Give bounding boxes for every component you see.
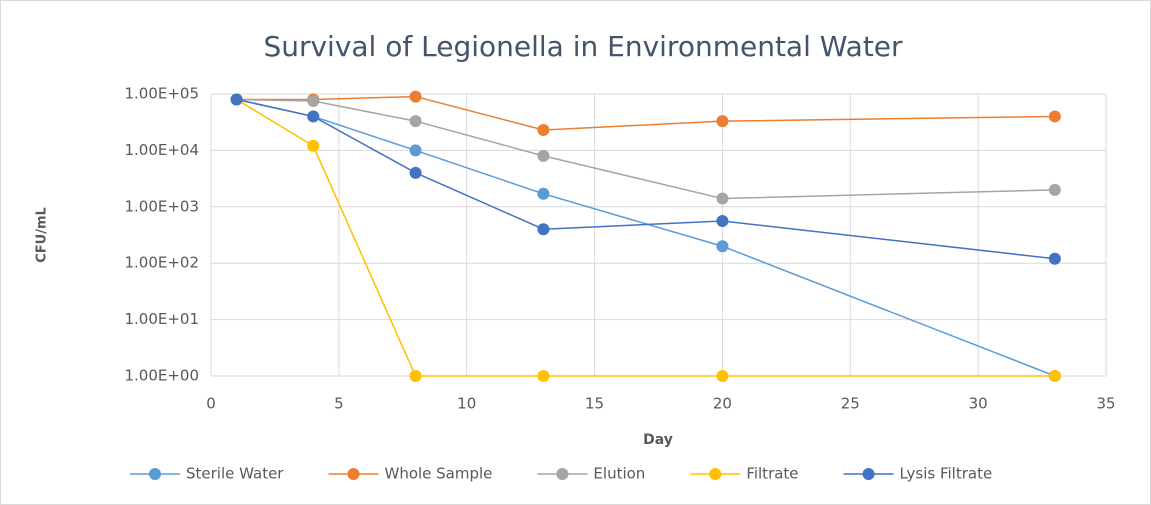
y-axis-label: CFU/mL <box>35 207 50 263</box>
y-tick-label: 1.00E+04 <box>124 141 199 159</box>
data-point <box>409 144 422 157</box>
data-point <box>537 370 550 382</box>
data-point <box>1048 370 1061 382</box>
y-tick-label: 1.00E+02 <box>124 254 199 272</box>
x-tick-label: 30 <box>969 395 988 413</box>
data-point <box>409 166 422 179</box>
legend-label: Lysis Filtrate <box>900 465 993 483</box>
y-tick-label: 1.00E+03 <box>124 197 199 215</box>
legend-swatch <box>556 468 569 480</box>
series-line <box>236 95 1055 131</box>
x-tick-label: 0 <box>206 395 216 413</box>
legend-label: Elution <box>593 465 645 483</box>
x-tick-label: 15 <box>585 395 604 413</box>
data-point <box>716 370 729 382</box>
data-point <box>716 115 729 128</box>
legend-swatch <box>347 468 360 480</box>
y-tick-label: 1.00E+01 <box>124 310 199 328</box>
legend-swatch <box>149 468 161 480</box>
series-line <box>236 98 1055 377</box>
data-point <box>716 240 729 253</box>
x-axis-label: Day <box>643 432 673 448</box>
x-tick-label: 25 <box>841 395 860 413</box>
data-point <box>1048 252 1061 265</box>
chart-title: Survival of Legionella in Environmental … <box>263 30 903 63</box>
legend-swatch <box>862 468 875 480</box>
data-point <box>409 90 422 103</box>
data-point <box>1048 110 1061 123</box>
legend-swatch <box>709 468 722 480</box>
data-point <box>307 95 320 108</box>
data-point <box>1048 183 1061 196</box>
legend-label: Sterile Water <box>186 465 284 483</box>
data-point <box>537 223 550 236</box>
series-line <box>236 98 1055 200</box>
legend-label: Filtrate <box>746 465 798 483</box>
data-point <box>409 115 422 128</box>
legend-label: Whole Sample <box>384 465 492 483</box>
data-point <box>537 123 550 136</box>
x-tick-label: 20 <box>713 395 732 413</box>
x-tick-label: 35 <box>1096 395 1115 413</box>
data-point <box>716 215 729 228</box>
x-tick-label: 5 <box>334 395 344 413</box>
data-point <box>307 139 320 152</box>
series-line <box>236 98 1055 260</box>
data-point <box>537 187 550 200</box>
y-tick-label: 1.00E+05 <box>124 85 199 103</box>
y-tick-label: 1.00E+00 <box>124 367 199 385</box>
data-point <box>230 93 243 106</box>
x-tick-label: 10 <box>457 395 476 413</box>
data-point <box>716 192 729 205</box>
data-point <box>409 370 422 382</box>
data-point <box>307 110 320 123</box>
data-point <box>537 149 550 162</box>
